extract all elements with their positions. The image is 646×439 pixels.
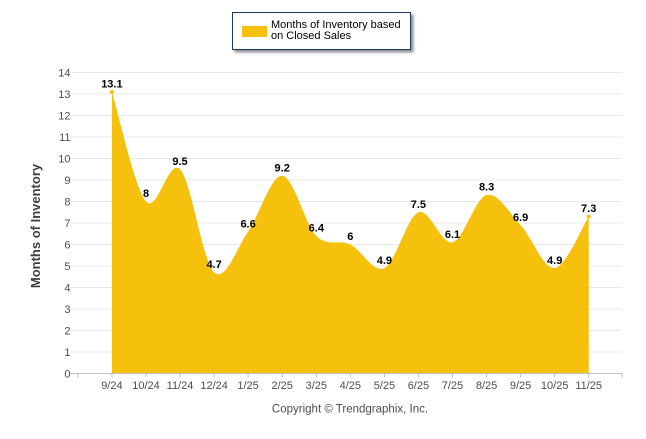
svg-text:7/25: 7/25 [442, 380, 463, 392]
svg-text:10: 10 [58, 154, 70, 166]
svg-text:10/24: 10/24 [132, 380, 160, 392]
svg-text:7.5: 7.5 [411, 199, 426, 211]
svg-text:4/25: 4/25 [340, 380, 361, 392]
svg-text:14: 14 [58, 68, 70, 80]
svg-text:9.5: 9.5 [172, 156, 187, 168]
svg-text:4.9: 4.9 [547, 255, 562, 267]
svg-text:0: 0 [64, 369, 70, 381]
svg-text:4.9: 4.9 [377, 255, 392, 267]
svg-text:8/25: 8/25 [476, 380, 497, 392]
svg-text:11/25: 11/25 [575, 380, 602, 392]
svg-text:8.3: 8.3 [479, 182, 494, 194]
svg-text:12: 12 [58, 111, 70, 123]
svg-text:9/24: 9/24 [101, 380, 122, 392]
svg-text:9/25: 9/25 [510, 380, 531, 392]
svg-text:6/25: 6/25 [408, 380, 429, 392]
svg-text:5: 5 [64, 261, 70, 273]
svg-text:9: 9 [64, 175, 70, 187]
svg-text:6: 6 [64, 240, 70, 252]
svg-text:10/25: 10/25 [541, 380, 569, 392]
svg-text:11/24: 11/24 [167, 380, 194, 392]
svg-text:13: 13 [58, 89, 70, 101]
svg-text:Months of Inventory: Months of Inventory [28, 163, 43, 288]
svg-text:2: 2 [64, 326, 70, 338]
svg-text:6.4: 6.4 [309, 223, 325, 235]
svg-text:Copyright © Trendgraphix, Inc.: Copyright © Trendgraphix, Inc. [272, 404, 428, 416]
svg-text:1: 1 [64, 347, 70, 359]
svg-text:7.3: 7.3 [581, 203, 596, 215]
svg-text:6.6: 6.6 [240, 218, 255, 230]
svg-text:6: 6 [347, 231, 353, 243]
svg-text:6.1: 6.1 [445, 229, 460, 241]
svg-text:4: 4 [64, 283, 70, 295]
svg-text:4.7: 4.7 [206, 259, 221, 271]
svg-text:11: 11 [59, 132, 70, 144]
svg-text:13.1: 13.1 [101, 79, 122, 91]
svg-text:3/25: 3/25 [306, 380, 327, 392]
svg-text:3: 3 [64, 304, 70, 316]
svg-text:7: 7 [64, 218, 70, 230]
svg-text:9.2: 9.2 [275, 162, 290, 174]
svg-text:8: 8 [143, 188, 149, 200]
svg-text:1/25: 1/25 [237, 380, 258, 392]
svg-text:12/24: 12/24 [200, 380, 228, 392]
svg-text:5/25: 5/25 [374, 380, 395, 392]
svg-text:2/25: 2/25 [271, 380, 292, 392]
svg-text:6.9: 6.9 [513, 212, 528, 224]
svg-text:8: 8 [64, 197, 70, 209]
